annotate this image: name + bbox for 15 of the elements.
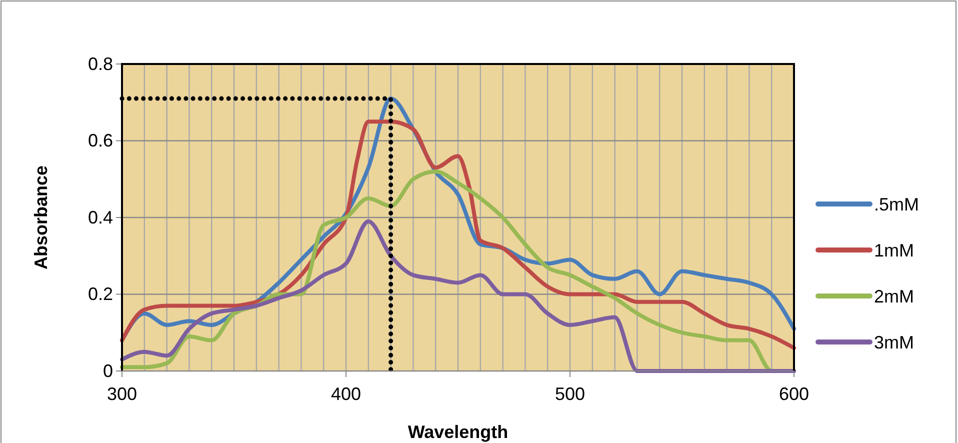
y-axis-title: Absorbance [31,165,51,270]
y-tick-label: 0.4 [88,207,113,228]
y-tick-label: 0.8 [88,54,113,74]
legend-label: 1mM [874,240,914,260]
y-tick-label: 0 [102,360,113,381]
x-tick-label: 400 [330,384,362,404]
legend-label: 3mM [874,332,914,352]
y-tick-label: 0.2 [88,284,113,304]
x-tick-label: 600 [778,384,810,404]
x-tick-label: 300 [106,384,138,404]
x-axis-title: Wavelength [408,422,508,442]
legend-label: 2mM [874,286,914,306]
y-tick-label: 0.6 [88,130,113,151]
legend-label: .5mM [874,194,919,214]
x-tick-label: 500 [554,384,586,404]
